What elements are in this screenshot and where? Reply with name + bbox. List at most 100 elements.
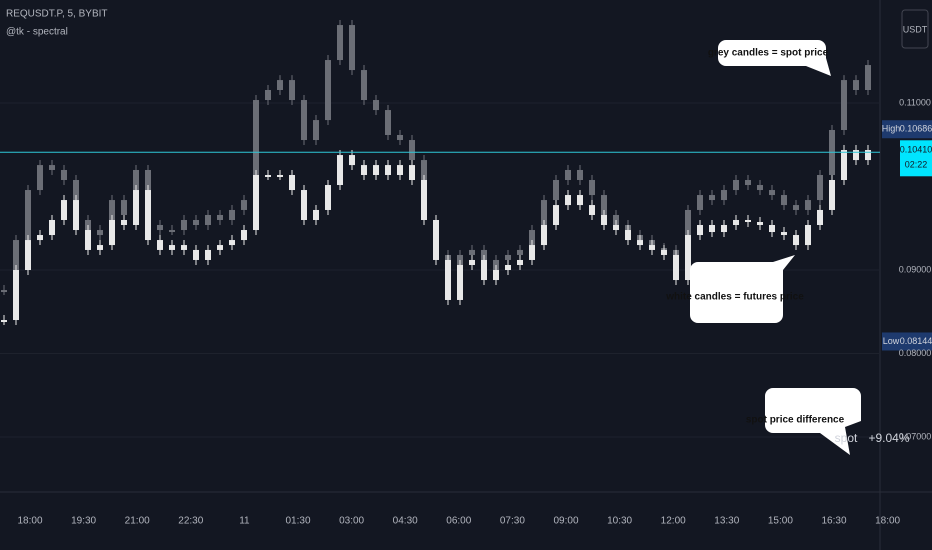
candle-body bbox=[229, 240, 235, 246]
candle-body bbox=[685, 235, 691, 281]
candle-body bbox=[841, 150, 847, 181]
candle-body bbox=[529, 230, 535, 250]
x-tick-label: 18:00 bbox=[17, 516, 42, 527]
candle-body bbox=[37, 165, 43, 191]
x-tick-label: 15:00 bbox=[768, 516, 793, 527]
candle-body bbox=[241, 200, 247, 210]
candle-body bbox=[505, 254, 511, 260]
price-labels: High 0.10686 0.10410 02:22 Low 0.08144 bbox=[0, 120, 932, 351]
candle-body bbox=[457, 264, 463, 300]
candle-body bbox=[745, 219, 751, 222]
candle-body bbox=[709, 195, 715, 201]
spot-label: spot bbox=[835, 431, 858, 445]
candle-body bbox=[733, 219, 739, 226]
candle-body bbox=[181, 219, 187, 231]
candle-body bbox=[853, 150, 859, 161]
candle-body bbox=[49, 219, 55, 236]
y-tick-label: 0.07000 bbox=[899, 431, 932, 441]
candle-body bbox=[301, 100, 307, 141]
price-label-name: High bbox=[882, 124, 901, 134]
x-tick-label: 16:30 bbox=[821, 516, 846, 527]
candle-body bbox=[517, 249, 523, 255]
candle-body bbox=[373, 100, 379, 111]
x-tick-label: 04:30 bbox=[393, 516, 418, 527]
candle-body bbox=[817, 174, 823, 201]
candle-body bbox=[205, 249, 211, 260]
candle-body bbox=[553, 180, 559, 201]
candle-body bbox=[721, 225, 727, 233]
candle-body bbox=[385, 165, 391, 175]
candle-body bbox=[817, 209, 823, 226]
candle-body bbox=[577, 195, 583, 206]
candle-body bbox=[121, 219, 127, 226]
x-tick-label: 21:00 bbox=[125, 516, 150, 527]
candle-body bbox=[409, 140, 415, 161]
candle-body bbox=[397, 165, 403, 175]
candle-body bbox=[565, 195, 571, 206]
candle-body bbox=[577, 169, 583, 181]
candle-body bbox=[757, 185, 763, 191]
candle-body bbox=[865, 150, 871, 161]
candle-body bbox=[313, 209, 319, 220]
candle-body bbox=[277, 174, 283, 177]
x-tick-label: 13:30 bbox=[714, 516, 739, 527]
candle-body bbox=[217, 214, 223, 220]
x-tick-label: 01:30 bbox=[285, 516, 310, 527]
candle-body bbox=[469, 259, 475, 265]
candle-body bbox=[625, 230, 631, 241]
y-tick-label: 0.08000 bbox=[899, 348, 932, 358]
candle-body bbox=[709, 225, 715, 233]
candle-body bbox=[589, 205, 595, 215]
candle-body bbox=[49, 165, 55, 170]
candle-body bbox=[337, 155, 343, 186]
candle-body bbox=[421, 180, 427, 220]
candle-body bbox=[529, 245, 535, 260]
candle-body bbox=[349, 25, 355, 71]
candle-body bbox=[193, 219, 199, 226]
candle-body bbox=[673, 254, 679, 281]
price-label-bg bbox=[882, 120, 932, 139]
candle-body bbox=[769, 190, 775, 196]
candle-body bbox=[745, 180, 751, 186]
candle-body bbox=[337, 25, 343, 61]
candle-body bbox=[769, 225, 775, 233]
candle-body bbox=[481, 259, 487, 281]
candle-body bbox=[733, 180, 739, 191]
price-label: 0.10410 bbox=[900, 145, 932, 155]
candle-body bbox=[61, 169, 67, 181]
candle-body bbox=[1, 320, 7, 323]
candle-body bbox=[613, 225, 619, 231]
candle-body bbox=[805, 200, 811, 210]
candle-body bbox=[601, 214, 607, 226]
x-tick-label: 06:00 bbox=[446, 516, 471, 527]
candle-body bbox=[85, 230, 91, 250]
callout-bubble bbox=[718, 40, 831, 76]
candle-body bbox=[265, 90, 271, 101]
candle-body bbox=[793, 205, 799, 210]
spot-diff-label: +9.04% bbox=[868, 431, 909, 445]
candle-body bbox=[781, 232, 787, 236]
candle-body bbox=[397, 135, 403, 141]
candle-body bbox=[289, 80, 295, 101]
candle-body bbox=[313, 120, 319, 141]
candle-body bbox=[601, 195, 607, 215]
candle-body bbox=[841, 80, 847, 130]
candle-body bbox=[97, 245, 103, 250]
candle-body bbox=[361, 165, 367, 175]
candle-body bbox=[793, 235, 799, 246]
price-label-bg bbox=[900, 140, 932, 177]
candle-body bbox=[493, 259, 499, 271]
candle-body bbox=[61, 200, 67, 220]
x-tick-label: 22:30 bbox=[178, 516, 203, 527]
indicator-name: @tk - spectral bbox=[6, 27, 68, 38]
price-label-name: Low bbox=[883, 336, 900, 346]
candle-body bbox=[253, 174, 259, 231]
x-tick-label: 12:00 bbox=[661, 516, 686, 527]
candle-body bbox=[205, 214, 211, 226]
candle-body bbox=[505, 264, 511, 271]
candle-body bbox=[613, 214, 619, 226]
candle-body bbox=[265, 174, 271, 177]
candle-body bbox=[25, 240, 31, 271]
candle-body bbox=[373, 165, 379, 175]
candle-body bbox=[541, 225, 547, 246]
